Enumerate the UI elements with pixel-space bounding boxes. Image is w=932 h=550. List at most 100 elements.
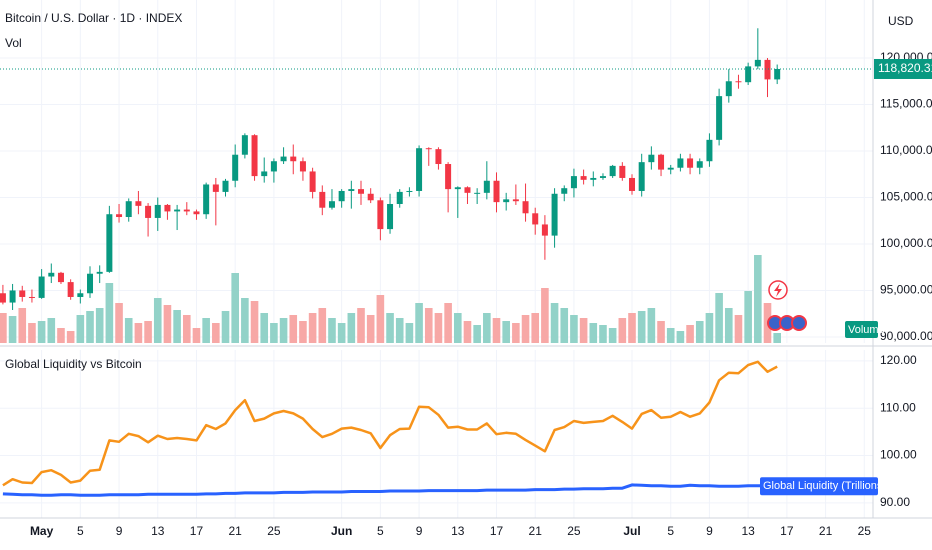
candle-body [367, 193, 374, 201]
volume-bar [715, 293, 723, 343]
candle-body [493, 180, 500, 203]
indicator-title: Global Liquidity vs Bitcoin [5, 357, 142, 371]
candle-body [174, 209, 181, 212]
y-tick-label: 110,000.00 [880, 143, 932, 157]
x-tick-label: 13 [451, 524, 465, 538]
x-tick-label: 21 [819, 524, 833, 538]
candle-body [125, 201, 132, 218]
volume-bar [279, 318, 288, 343]
candle-body [532, 213, 539, 225]
volume-bar [28, 323, 36, 343]
volume-bar [289, 315, 298, 343]
volume-bar [115, 303, 123, 343]
volume-bar [144, 321, 152, 343]
volume-bar [618, 318, 627, 343]
chart-title: Bitcoin / U.S. Dollar · 1D · INDEX [5, 11, 182, 25]
candle-body [116, 214, 123, 218]
candle-body [67, 282, 74, 297]
candle-body [677, 158, 684, 168]
volume-bar [560, 308, 569, 343]
x-tick-label: Jun [331, 524, 352, 538]
volume-bar [444, 303, 452, 343]
candle-body [629, 177, 636, 191]
candle-body [299, 161, 306, 172]
candle-body [667, 167, 674, 170]
volume-bar [163, 305, 172, 343]
candle-body [561, 188, 568, 194]
volume-bar [76, 315, 85, 343]
candle-body [599, 176, 606, 178]
volume-bar [192, 328, 201, 343]
volume-bar [453, 313, 462, 343]
volume-bar [318, 308, 327, 343]
icon [774, 283, 782, 297]
series-line [2, 360, 778, 487]
candle-body [445, 164, 452, 190]
candle-body [483, 180, 490, 193]
y-tick-label: 100,000.00 [880, 236, 932, 250]
volume-tag [845, 321, 878, 338]
candle-body [754, 59, 761, 67]
candle-body [609, 165, 616, 177]
volume-bar [308, 313, 317, 343]
volume-bar [250, 301, 259, 343]
candle-body [619, 165, 626, 178]
volume-bar [221, 311, 230, 343]
candle-body [9, 290, 16, 303]
candle-body [28, 296, 35, 298]
volume-bar [357, 308, 365, 343]
y-tick-label: 105,000.00 [880, 190, 932, 204]
volume-bar [628, 313, 636, 343]
candle-body [590, 177, 597, 180]
candle-body [658, 154, 665, 170]
candle-body [212, 184, 219, 192]
volume-bar [744, 291, 752, 343]
volume-bar [95, 308, 104, 343]
y-tick-label: 95,000.00 [880, 283, 932, 297]
x-tick-label: 25 [267, 524, 281, 538]
volume-bar [8, 316, 17, 343]
candle-body [464, 187, 471, 193]
candle-body [164, 204, 171, 212]
volume-bar [299, 321, 307, 343]
x-tick-label: 21 [529, 524, 543, 538]
volume-bar [483, 313, 491, 343]
candle-body [222, 180, 229, 192]
volume-bar [589, 323, 598, 343]
volume-bar [724, 308, 733, 343]
volume-bar [47, 318, 56, 343]
candle-body [135, 201, 142, 206]
candle-body [358, 189, 365, 194]
candle-body [106, 214, 113, 272]
candle-body [241, 135, 248, 155]
volume-bar [434, 313, 443, 343]
candle-body [38, 276, 45, 298]
last-price-label: 118,820.31 [878, 61, 932, 75]
candle-body [251, 135, 258, 177]
volume-bar [734, 315, 743, 343]
candle-body [270, 161, 277, 172]
candle-body [425, 148, 432, 150]
volume-bar [241, 298, 249, 343]
candle-body [580, 176, 587, 180]
candle-body [696, 161, 703, 168]
volume-bar [347, 313, 356, 343]
volume-bar [337, 323, 346, 343]
x-tick-label: 9 [116, 524, 123, 538]
candle-body [57, 272, 64, 283]
volume-bar [270, 323, 278, 343]
candle-body [77, 293, 84, 297]
event-icons [767, 280, 807, 331]
candle-body [387, 203, 394, 230]
volume-bar [18, 308, 27, 343]
volume-bar [512, 323, 520, 343]
candle-body [48, 272, 55, 277]
volume-bar [531, 313, 540, 343]
candle-body [319, 191, 326, 208]
volume-tag-label: Volume [848, 324, 885, 336]
volume-bar [657, 321, 665, 343]
volume-bar [395, 318, 404, 343]
x-tick-label: 9 [416, 524, 423, 538]
